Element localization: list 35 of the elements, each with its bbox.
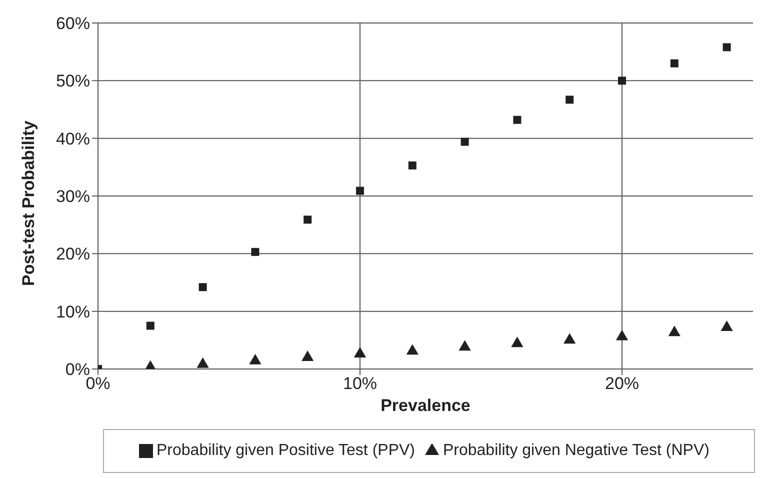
point — [302, 350, 314, 361]
point — [720, 320, 733, 331]
point — [458, 340, 471, 351]
point — [304, 216, 312, 224]
x-tick-label: 10% — [342, 374, 378, 394]
point — [196, 357, 209, 368]
x-tick-label: 20% — [604, 374, 640, 394]
y-tick-label: 30% — [56, 187, 90, 206]
y-tick-label: 40% — [56, 129, 90, 148]
point — [616, 330, 628, 340]
y-tick-label: 60% — [56, 14, 90, 34]
point — [356, 186, 364, 195]
point — [354, 346, 366, 358]
point — [618, 76, 626, 85]
point — [668, 326, 680, 336]
y-tick-label: 10% — [56, 302, 90, 322]
point — [511, 336, 524, 348]
point — [566, 96, 574, 104]
x-tick-label: 0% — [86, 374, 110, 394]
y-tick-label: 50% — [56, 72, 90, 91]
point — [564, 333, 576, 344]
point — [513, 116, 522, 124]
point — [460, 138, 469, 146]
point — [670, 59, 678, 68]
point — [406, 344, 418, 355]
x-axis-title: Prevalence — [380, 396, 470, 415]
y-axis-title: Post-test Probability — [19, 120, 38, 286]
y-tick-label: 20% — [56, 244, 90, 264]
point — [722, 43, 731, 52]
legend-label: Probability given Negative Test (NPV) — [442, 442, 710, 459]
point — [408, 161, 416, 170]
point — [198, 283, 207, 292]
legend-label: Probability given Positive Test (PPV) — [156, 442, 415, 459]
point — [251, 248, 260, 256]
point — [249, 354, 262, 364]
